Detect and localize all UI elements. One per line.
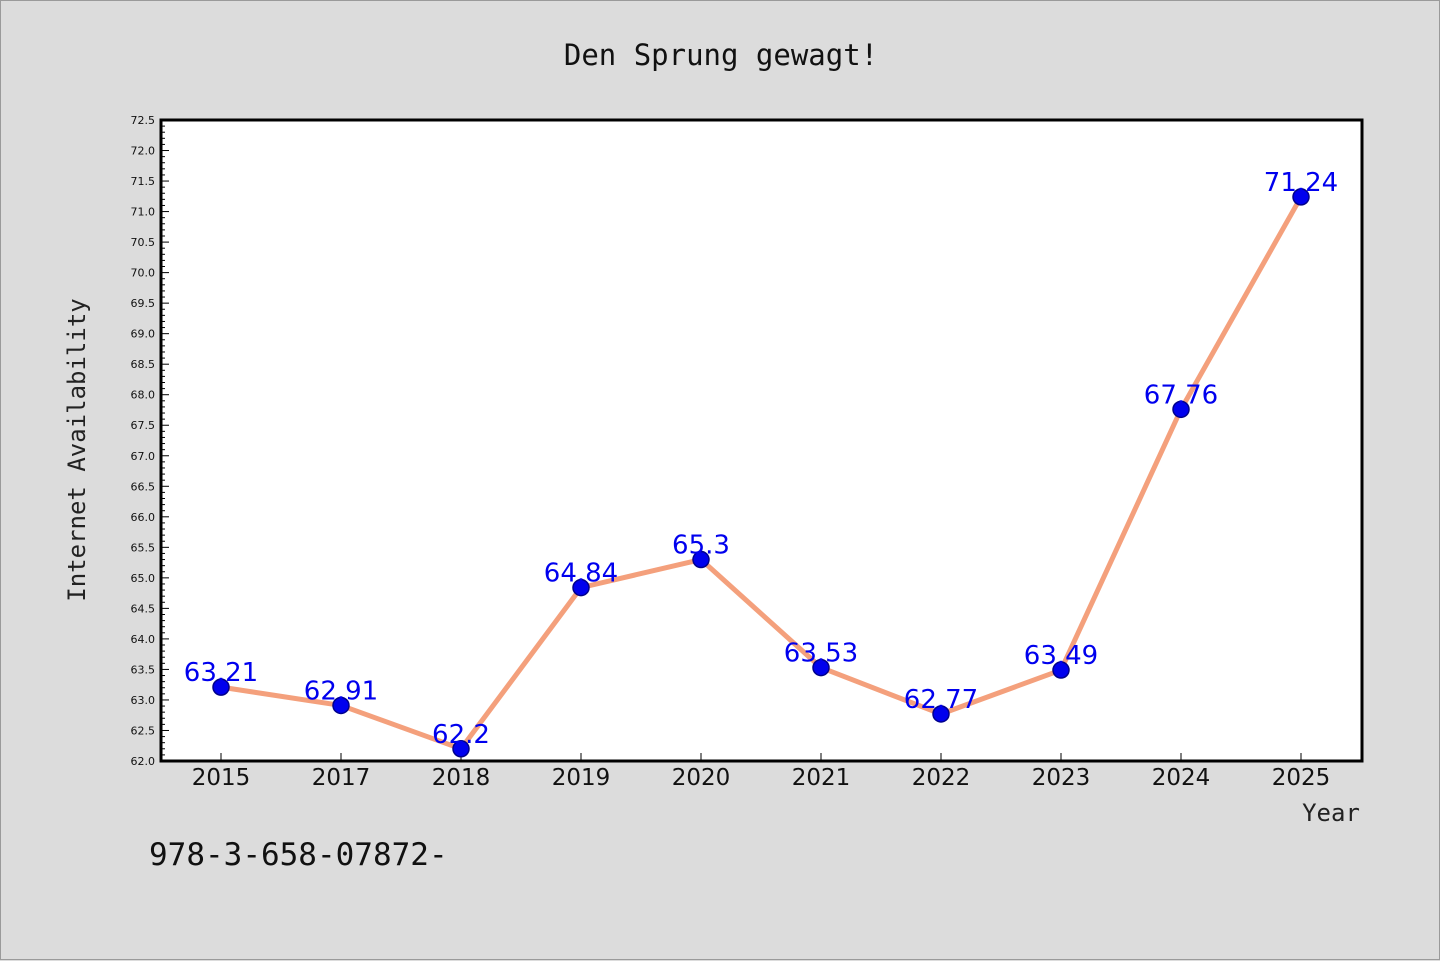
data-label: 62.91 xyxy=(304,676,378,706)
y-tick-label: 71.5 xyxy=(131,175,156,188)
data-label: 62.77 xyxy=(904,685,978,715)
data-label: 63.21 xyxy=(184,658,258,688)
x-tick-label: 2025 xyxy=(1272,765,1331,791)
x-axis: 2015 2017 2018 2019 2020 2021 2022 2023 2024 2025 xyxy=(192,753,1331,791)
x-tick-label: 2019 xyxy=(552,765,611,791)
y-tick-label: 65.0 xyxy=(131,572,156,585)
y-tick-label: 72.5 xyxy=(131,114,156,127)
y-tick-label: 71.0 xyxy=(131,206,156,219)
x-tick-label: 2017 xyxy=(312,765,371,791)
x-tick-label: 2022 xyxy=(912,765,971,791)
y-tick-label: 69.5 xyxy=(131,297,156,310)
data-point xyxy=(1052,661,1070,679)
data-point xyxy=(212,678,230,696)
y-tick-label: 68.5 xyxy=(131,358,156,371)
y-tick-label: 65.5 xyxy=(131,541,156,554)
data-point xyxy=(812,658,830,677)
data-point xyxy=(572,578,590,597)
y-tick-label: 68.0 xyxy=(131,389,156,402)
footnote-isbn: 978-3-658-07872- xyxy=(149,837,448,873)
plot-frame xyxy=(159,118,1364,763)
chart-title: Den Sprung gewagt! xyxy=(564,38,878,72)
y-tick-label: 63.0 xyxy=(131,694,156,707)
x-tick-label: 2024 xyxy=(1152,765,1211,791)
plot-area xyxy=(161,120,1362,761)
y-tick-label: 62.0 xyxy=(131,755,156,768)
y-tick-label: 64.0 xyxy=(131,633,156,646)
data-point xyxy=(1172,400,1190,419)
x-tick-label: 2018 xyxy=(432,765,491,791)
y-axis-label: Internet Availability xyxy=(63,298,91,601)
data-label: 64.84 xyxy=(544,559,618,589)
y-tick-label: 66.0 xyxy=(131,511,156,524)
data-point xyxy=(692,550,710,569)
data-point xyxy=(452,740,470,758)
data-label: 65.3 xyxy=(672,531,730,561)
series-line-group xyxy=(218,194,1304,752)
y-tick-label: 69.0 xyxy=(131,328,156,341)
y-tick-label: 67.5 xyxy=(131,419,156,432)
data-point xyxy=(332,696,350,715)
y-tick-label: 72.0 xyxy=(131,145,156,158)
data-label: 67.76 xyxy=(1144,380,1218,410)
x-tick-label: 2020 xyxy=(672,765,731,791)
series-line xyxy=(218,194,1304,752)
x-axis-label: Year xyxy=(1302,799,1360,827)
data-label: 71.24 xyxy=(1264,168,1338,198)
data-point xyxy=(1292,188,1310,206)
data-label: 63.49 xyxy=(1024,641,1098,671)
y-tick-label: 67.0 xyxy=(131,450,156,463)
y-tick-label: 70.0 xyxy=(131,267,156,280)
data-label: 62.2 xyxy=(432,720,490,750)
data-label-group: 63.21 62.91 62.2 64.84 65.3 63.53 62.77 63.49 67… xyxy=(184,168,1338,750)
y-tick-label: 70.5 xyxy=(131,236,156,249)
data-point xyxy=(932,705,950,723)
marker-group xyxy=(212,188,1310,758)
x-tick-label: 2023 xyxy=(1032,765,1091,791)
x-tick-label: 2021 xyxy=(792,765,851,791)
data-label: 63.53 xyxy=(784,639,858,669)
y-tick-label: 66.5 xyxy=(131,480,156,493)
x-tick-label: 2015 xyxy=(192,765,251,791)
y-tick-label: 64.5 xyxy=(131,602,156,615)
y-tick-label: 62.5 xyxy=(131,724,156,737)
y-tick-label: 63.5 xyxy=(131,663,156,676)
